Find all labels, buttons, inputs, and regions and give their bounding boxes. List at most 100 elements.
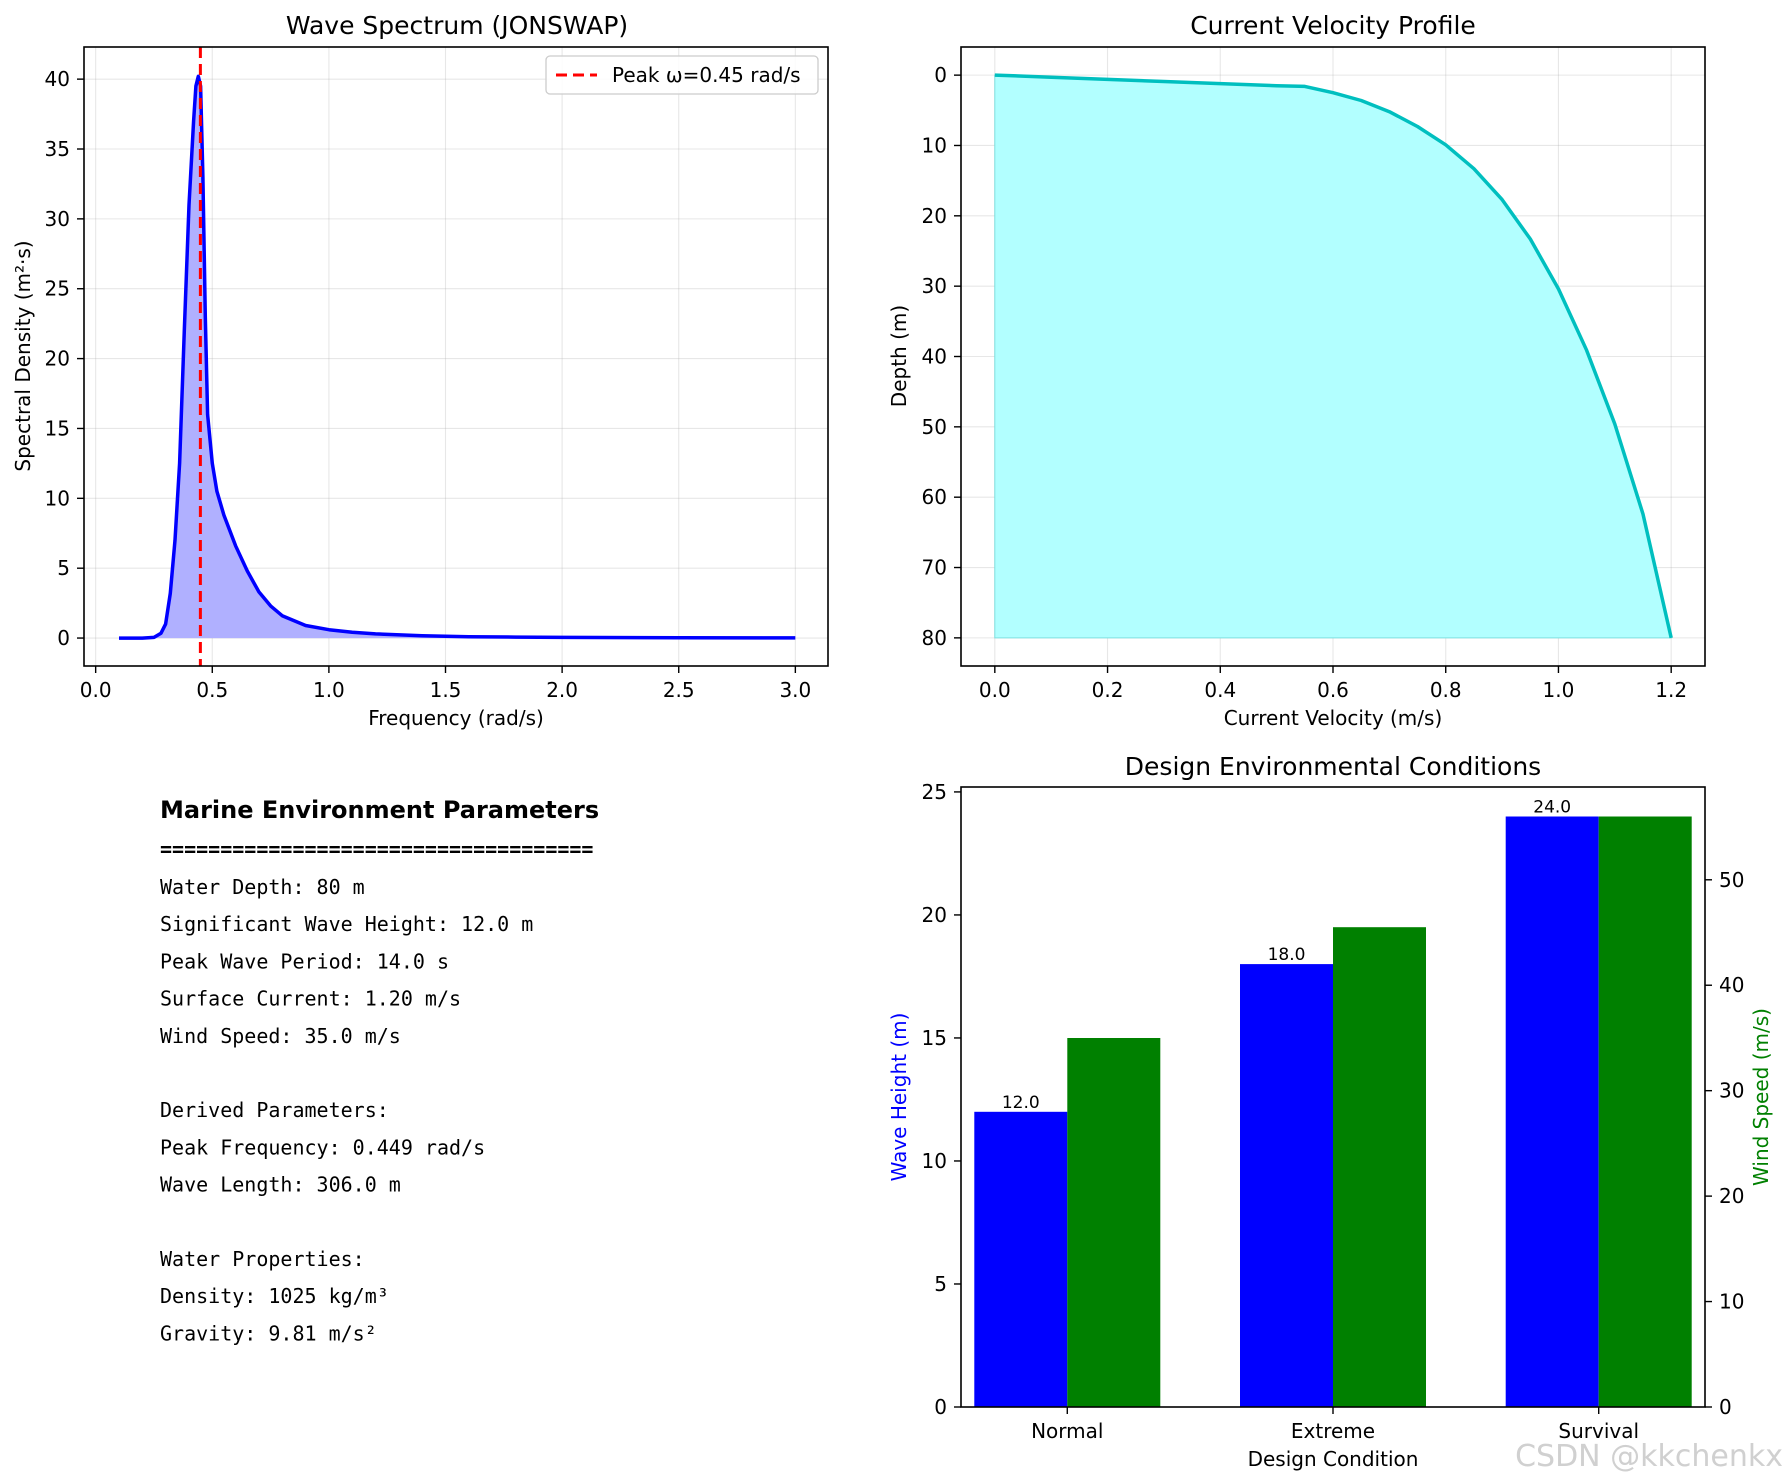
current-profile-fill — [994, 74, 1672, 639]
y2-tick-label: 10 — [1719, 1290, 1744, 1314]
x-tick-label: Survival — [1558, 1419, 1639, 1443]
wave-spectrum-y-ticks: 0 5 10 15 20 25 30 35 40 — [45, 67, 84, 650]
wind-speed-bar — [1598, 816, 1692, 1407]
x-tick-label: 3.0 — [779, 678, 811, 702]
x-tick-label: Extreme — [1291, 1419, 1375, 1443]
parameter-line: Wave Length: 306.0 m — [160, 1173, 401, 1197]
y-tick-label: 50 — [922, 415, 947, 439]
x-tick-label: 0.2 — [1092, 678, 1124, 702]
x-tick-label: 2.0 — [546, 678, 578, 702]
wave-spectrum-fill — [119, 76, 796, 639]
parameter-line: Significant Wave Height: 12.0 m — [160, 912, 533, 936]
wave-spectrum-title: Wave Spectrum (JONSWAP) — [286, 11, 628, 40]
y-tick-label: 5 — [57, 556, 70, 580]
y-tick-label: 70 — [922, 556, 947, 580]
wave-spectrum-x-ticks: 0.0 0.5 1.0 1.5 2.0 2.5 3.0 — [80, 666, 811, 702]
parameter-line: Water Depth: 80 m — [160, 875, 365, 899]
design-conditions-panel: Design Environmental Conditions 12.0 18.0… — [887, 752, 1773, 1471]
y-tick-label: 10 — [45, 486, 70, 510]
watermark: CSDN @kkchenkx — [1515, 1439, 1783, 1474]
y-tick-label: 10 — [922, 133, 947, 157]
x-tick-label: 0.4 — [1204, 678, 1236, 702]
y-tick-label: 5 — [934, 1272, 947, 1296]
current-profile-y-ticks: 0 10 20 30 40 50 60 70 80 — [922, 63, 961, 650]
x-tick-label: 1.0 — [1543, 678, 1575, 702]
current-profile-title: Current Velocity Profile — [1190, 11, 1476, 40]
design-conditions-x-ticks: Normal Extreme Survival — [1031, 1407, 1639, 1443]
wind-speed-bar — [1333, 927, 1426, 1407]
y-tick-label: 25 — [45, 277, 70, 301]
x-tick-label: Normal — [1031, 1419, 1103, 1443]
wave-spectrum-y-label: Spectral Density (m²·s) — [11, 240, 35, 471]
y-tick-label: 25 — [922, 780, 947, 804]
y-tick-label: 10 — [922, 1149, 947, 1173]
parameter-line: Wind Speed: 35.0 m/s — [160, 1024, 401, 1048]
parameter-line: Water Properties: — [160, 1247, 365, 1271]
parameter-line: Peak Wave Period: 14.0 s — [160, 949, 449, 973]
y-tick-label: 20 — [922, 903, 947, 927]
y-tick-label: 40 — [45, 67, 70, 91]
y2-tick-label: 40 — [1719, 973, 1744, 997]
y-tick-label: 30 — [45, 207, 70, 231]
y2-tick-label: 0 — [1719, 1395, 1732, 1419]
current-profile-y-label: Depth (m) — [887, 305, 911, 407]
legend-peak-label: Peak ω=0.45 rad/s — [612, 63, 801, 87]
legend-box — [545, 55, 819, 95]
design-conditions-y2-ticks: 0 10 20 30 40 50 — [1705, 868, 1744, 1419]
wave-spectrum-x-label: Frequency (rad/s) — [368, 706, 544, 730]
parameters-title: Marine Environment Parameters — [160, 796, 599, 824]
wave-spectrum-panel: Wave Spectrum (JONSWAP) 0.0 0.5 1.0 1.5 2.0 2… — [11, 11, 829, 730]
wave-height-bar-label: 12.0 — [1002, 1093, 1040, 1113]
current-profile-x-label: Current Velocity (m/s) — [1224, 706, 1443, 730]
y-tick-label: 35 — [45, 137, 70, 161]
y2-tick-label: 30 — [1719, 1079, 1744, 1103]
parameter-line: Peak Frequency: 0.449 rad/s — [160, 1135, 485, 1159]
y-tick-label: 0 — [934, 1395, 947, 1419]
current-profile-panel: Current Velocity Profile 0.0 0.2 0.4 0.6 0.8… — [887, 11, 1706, 730]
current-profile-x-ticks: 0.0 0.2 0.4 0.6 0.8 1.0 1.2 — [979, 666, 1687, 702]
parameter-line: Density: 1025 kg/m³ — [160, 1284, 389, 1308]
y2-tick-label: 50 — [1719, 868, 1744, 892]
parameters-panel: Marine Environment Parameters ==========… — [160, 796, 599, 1345]
y-tick-label: 30 — [922, 274, 947, 298]
wave-spectrum-line — [119, 74, 796, 640]
parameter-line: Derived Parameters: — [160, 1098, 389, 1122]
design-conditions-bars: 12.0 18.0 24.0 — [974, 798, 1692, 1407]
y-tick-label: 0 — [934, 63, 947, 87]
x-tick-label: 0.8 — [1430, 678, 1462, 702]
design-conditions-title: Design Environmental Conditions — [1125, 752, 1541, 781]
wave-height-bar — [974, 1111, 1068, 1407]
current-profile-line — [994, 73, 1673, 639]
wind-speed-axis-label: Wind Speed (m/s) — [1749, 1008, 1773, 1186]
wave-height-axis-label: Wave Height (m) — [887, 1013, 911, 1182]
y-tick-label: 40 — [922, 345, 947, 369]
x-tick-label: 1.0 — [313, 678, 345, 702]
wave-height-bar-label: 18.0 — [1268, 945, 1306, 965]
x-tick-label: 1.5 — [430, 678, 462, 702]
x-tick-label: 0.0 — [979, 678, 1011, 702]
design-conditions-y-ticks: 0 5 10 15 20 25 — [922, 780, 961, 1419]
parameter-line: Gravity: 9.81 m/s² — [160, 1321, 377, 1345]
y-tick-label: 15 — [45, 416, 70, 440]
x-tick-label: 0.0 — [80, 678, 112, 702]
design-conditions-x-label: Design Condition — [1248, 1447, 1419, 1471]
y2-tick-label: 20 — [1719, 1184, 1744, 1208]
wave-spectrum-legend: Peak ω=0.45 rad/s — [545, 55, 819, 95]
wave-spectrum-frame — [83, 46, 829, 667]
y-tick-label: 0 — [57, 626, 70, 650]
x-tick-label: 2.5 — [663, 678, 695, 702]
x-tick-label: 0.5 — [196, 678, 228, 702]
parameter-line: Surface Current: 1.20 m/s — [160, 987, 461, 1011]
y-tick-label: 20 — [922, 204, 947, 228]
parameters-lines: Water Depth: 80 m Significant Wave Height… — [160, 875, 533, 1345]
parameters-rule: ==================================== — [160, 837, 593, 861]
x-tick-label: 1.2 — [1655, 678, 1687, 702]
wave-height-bar — [1240, 964, 1333, 1407]
wind-speed-bar — [1067, 1038, 1161, 1407]
x-tick-label: 0.6 — [1317, 678, 1349, 702]
wave-height-bar-label: 24.0 — [1533, 798, 1571, 818]
y-tick-label: 20 — [45, 347, 70, 371]
y-tick-label: 80 — [922, 626, 947, 650]
wave-height-bar — [1505, 816, 1599, 1407]
